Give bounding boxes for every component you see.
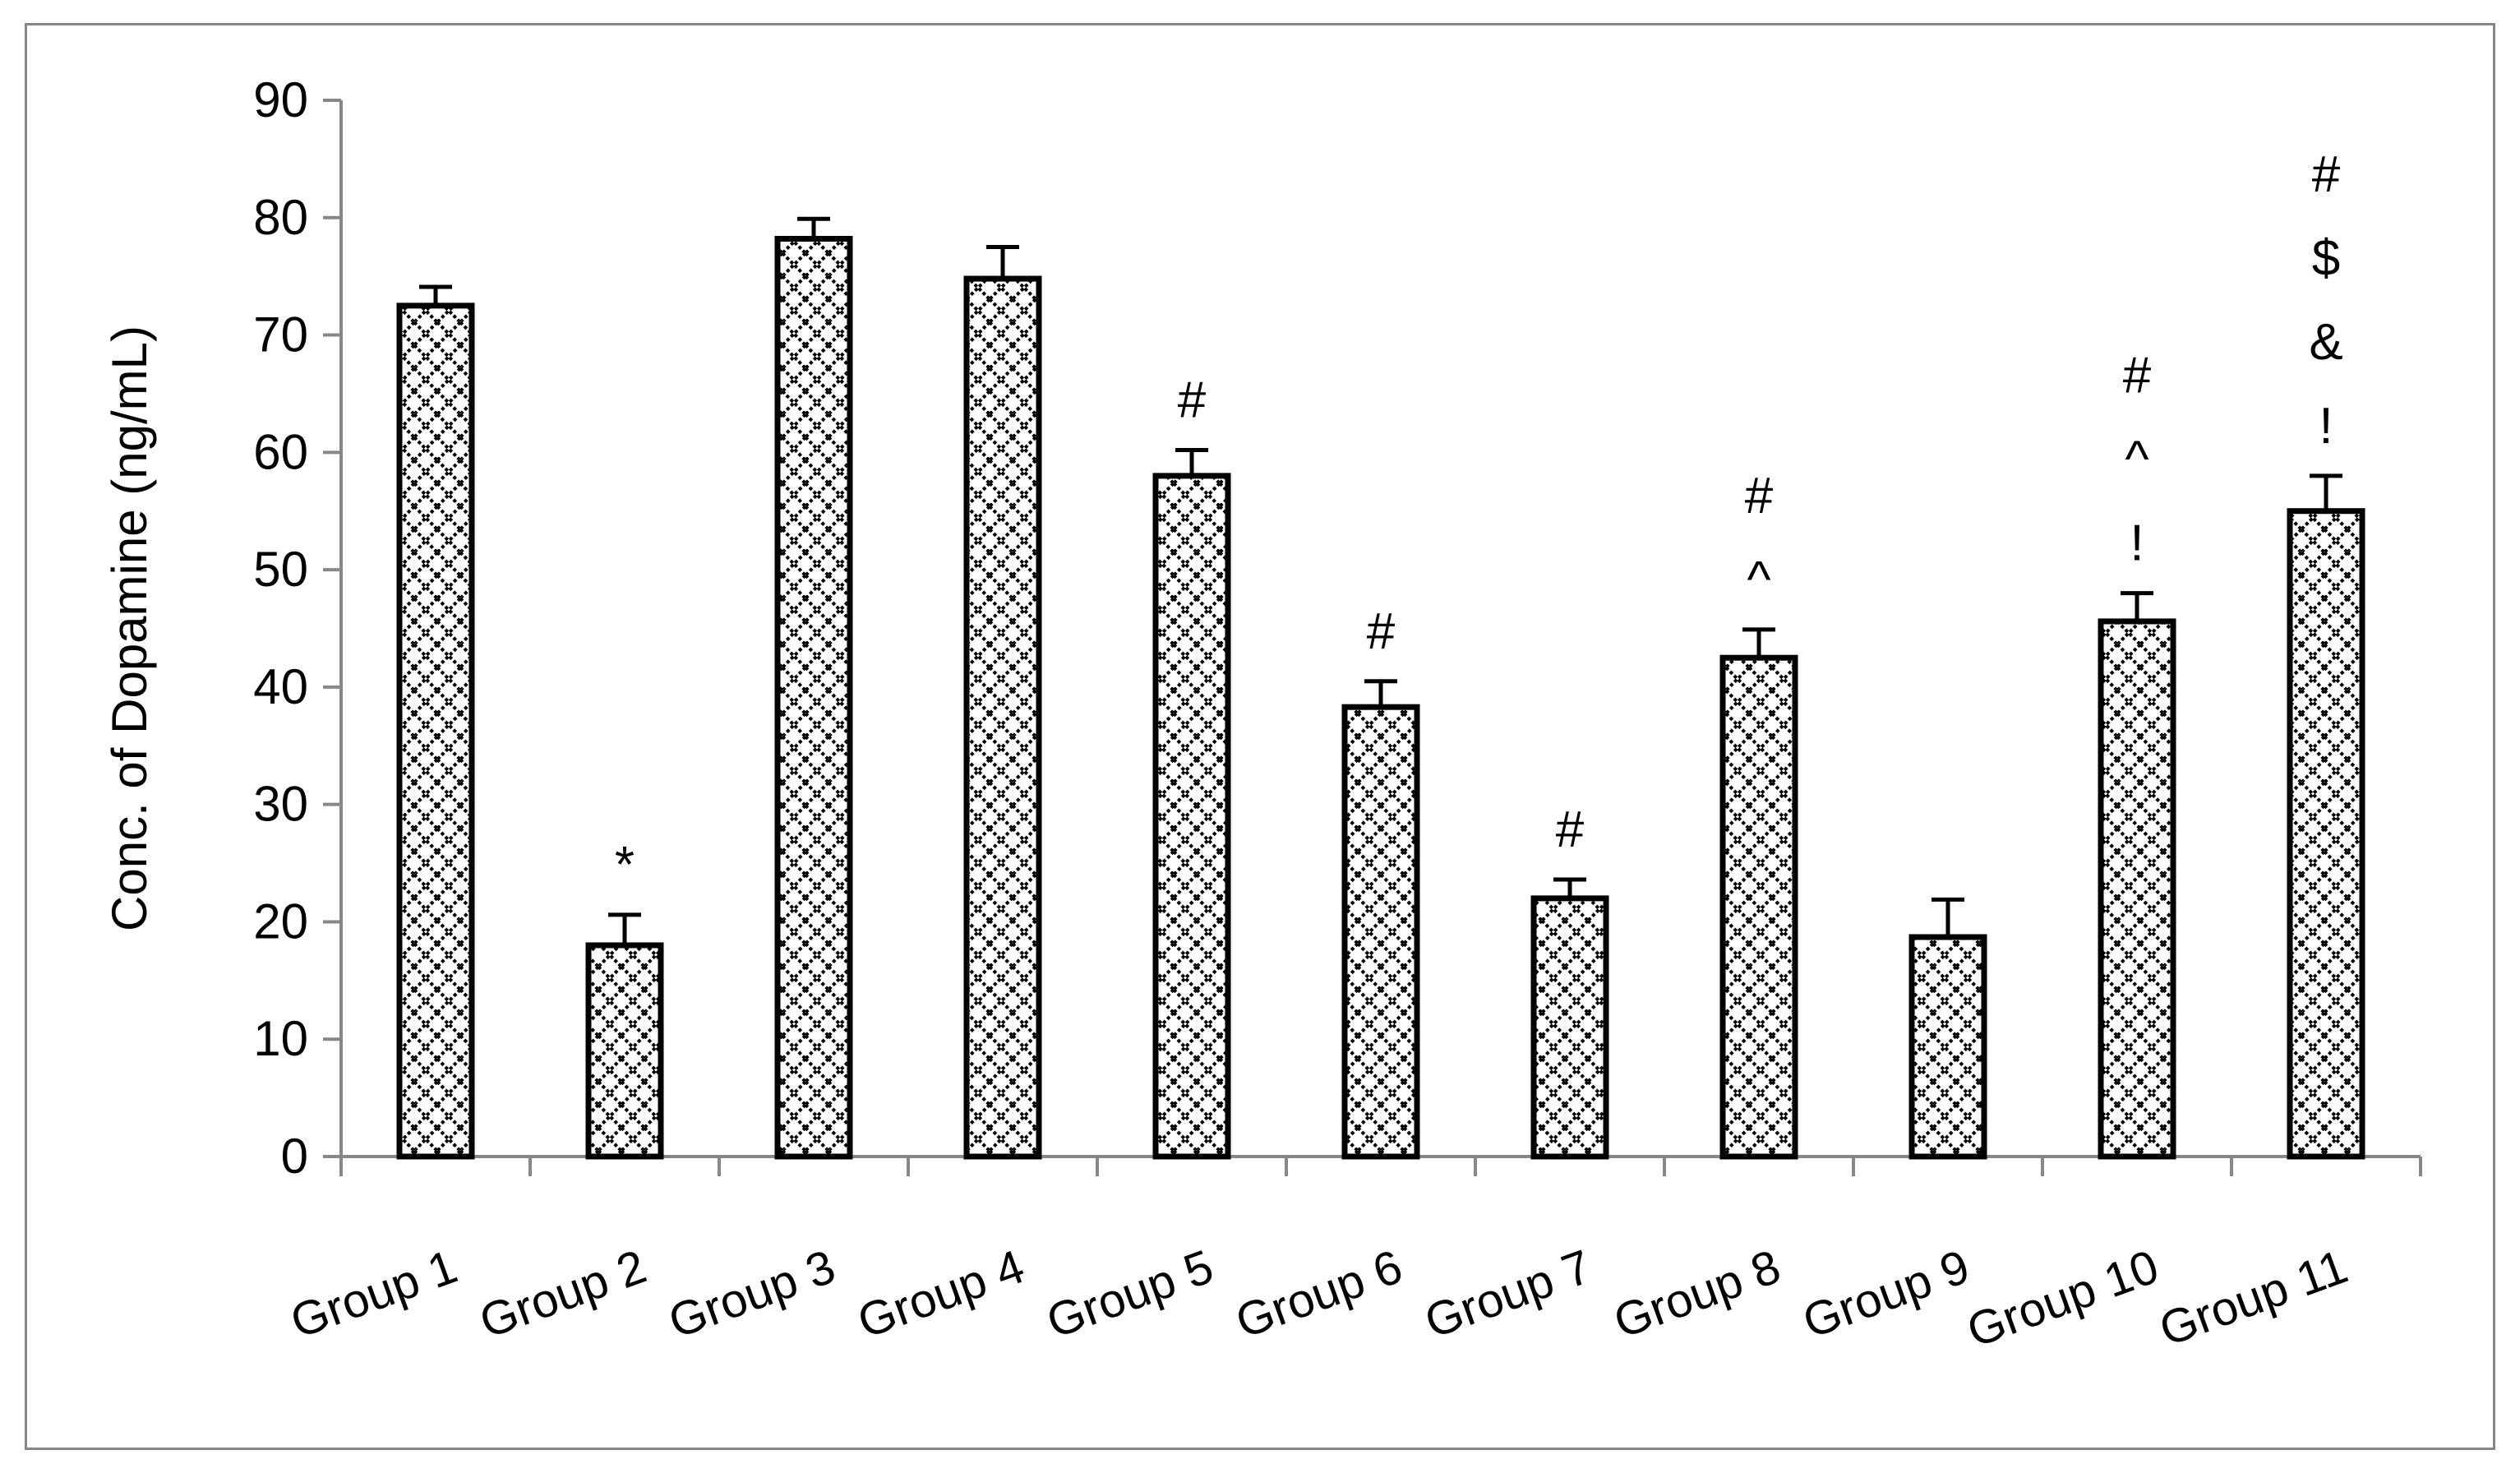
significance-mark: #: [1367, 603, 1396, 660]
bar: [1530, 895, 1609, 1160]
category-label: Group 7: [1418, 1240, 1598, 1349]
category-labels: Group 1 Group 2 Group 3 Group 4 Group 5 Group…: [284, 1240, 2354, 1358]
significance-mark: #: [1178, 372, 1207, 428]
category-label: Group 2: [473, 1240, 653, 1349]
bar: [1719, 654, 1798, 1160]
bars: [396, 235, 2365, 1160]
category-label: Group 6: [1229, 1240, 1409, 1349]
error-bars: [419, 216, 2342, 945]
bar: [396, 302, 475, 1160]
y-tick-label: 80: [253, 190, 308, 245]
y-axis: 0 10 20 30 40 50 60 70 80 90: [253, 72, 343, 1184]
significance-mark: #: [1556, 801, 1585, 858]
category-label: Group 8: [1607, 1240, 1787, 1349]
y-tick-label: 90: [253, 72, 308, 127]
y-tick-label: 20: [253, 893, 308, 949]
significance-mark: #: [2312, 146, 2341, 203]
significance-mark: ^: [1747, 552, 1770, 608]
bar: [585, 942, 664, 1160]
category-label: Group 1: [284, 1240, 464, 1349]
y-tick-label: 30: [253, 777, 308, 832]
significance-mark: #: [2123, 348, 2152, 404]
significance-mark: #: [1745, 468, 1774, 524]
category-label: Group 4: [851, 1240, 1031, 1349]
bar: [1908, 934, 1987, 1160]
significance-mark: *: [615, 837, 635, 893]
significance-labels: * # # # ^ #! ^ #! & $ #: [615, 146, 2343, 893]
significance-mark: $: [2312, 230, 2340, 287]
bar: [2287, 508, 2365, 1160]
y-axis-title: Conc. of Dopamine (ng/mL): [102, 326, 157, 931]
category-label: Group 3: [662, 1240, 842, 1349]
y-tick-label: 0: [281, 1129, 308, 1184]
y-tick-label: 40: [253, 659, 308, 714]
y-tick-label: 50: [253, 542, 308, 597]
significance-mark: ^: [2125, 432, 2148, 488]
bar: [1152, 473, 1231, 1160]
bar: [1341, 704, 1420, 1160]
x-axis: [339, 1155, 2422, 1176]
significance-mark: !: [2130, 515, 2144, 572]
y-tick-label: 60: [253, 424, 308, 479]
significance-mark: &: [2309, 314, 2342, 371]
category-label: Group 10: [1960, 1240, 2165, 1358]
y-tick-label: 10: [253, 1011, 308, 1066]
category-label: Group 5: [1040, 1240, 1220, 1349]
y-tick-label: 70: [253, 307, 308, 362]
category-label: Group 9: [1796, 1240, 1976, 1349]
bar: [774, 235, 853, 1160]
bar: [2098, 618, 2176, 1160]
bar: [963, 275, 1042, 1160]
category-label: Group 11: [2153, 1240, 2354, 1356]
significance-mark: !: [2319, 398, 2333, 455]
